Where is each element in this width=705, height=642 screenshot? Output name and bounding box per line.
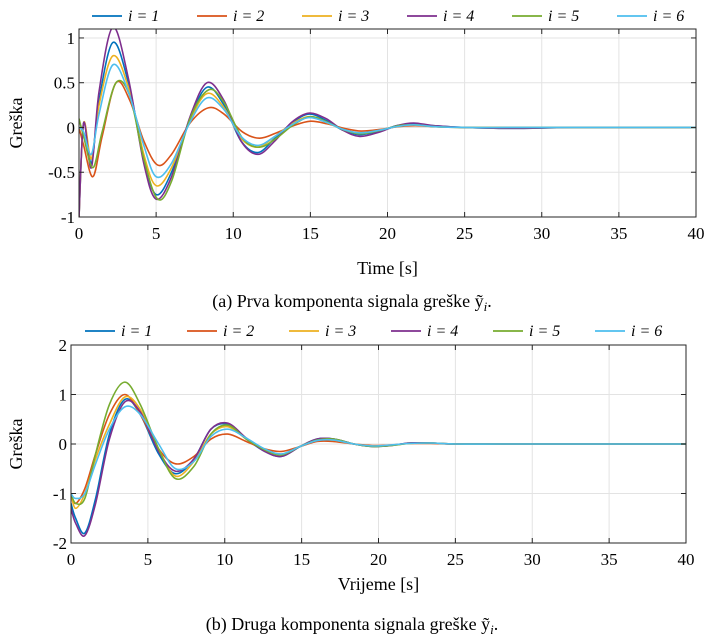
figure-caption: (a) Prva komponenta signala greške ỹi.: [212, 291, 492, 314]
series-line-6: [79, 63, 696, 179]
x-tick-label: 5: [144, 550, 153, 569]
y-tick-label: 0: [67, 118, 76, 137]
x-tick-label: 0: [67, 550, 76, 569]
y-tick-label: -1: [53, 485, 67, 504]
legend-label-5: i = 5: [529, 323, 560, 340]
legend-label-1: i = 1: [121, 323, 152, 340]
x-tick-label: 40: [678, 550, 695, 569]
x-tick-label: 10: [225, 224, 242, 243]
legend-label-3: i = 3: [325, 323, 356, 340]
legend-label-1: i = 1: [128, 8, 159, 25]
caption-subscript: i: [490, 622, 494, 637]
caption-period: .: [487, 291, 492, 311]
legend-label-4: i = 4: [427, 323, 458, 340]
x-tick-label: 15: [302, 224, 319, 243]
x-tick-label: 35: [610, 224, 627, 243]
x-tick-label: 30: [524, 550, 541, 569]
legend: i = 1 i = 2 i = 3 i = 4 i = 5 i = 6: [85, 323, 662, 340]
legend-label-6: i = 6: [631, 323, 662, 340]
y-tick-label: 0.5: [54, 74, 75, 93]
y-tick-label: -0.5: [48, 163, 75, 182]
series-group: [71, 381, 686, 537]
y-tick-label: 0: [59, 435, 68, 454]
y-tick-label: -1: [61, 208, 75, 227]
x-tick-label: 5: [152, 224, 161, 243]
y-axis-label: Greška: [6, 98, 26, 149]
x-tick-label: 20: [370, 550, 387, 569]
caption-period: .: [494, 614, 499, 634]
legend: i = 1 i = 2 i = 3 i = 4 i = 5 i = 6: [92, 8, 684, 25]
legend-label-2: i = 2: [223, 323, 254, 340]
x-tick-label: 25: [447, 550, 464, 569]
y-tick-label: 2: [59, 336, 68, 355]
x-tick-label: 35: [601, 550, 618, 569]
x-tick-label: 40: [688, 224, 705, 243]
legend-label-2: i = 2: [233, 8, 264, 25]
x-tick-label: 25: [456, 224, 473, 243]
series-group: [79, 29, 696, 217]
legend-label-3: i = 3: [338, 8, 369, 25]
x-axis-label: Vrijeme [s]: [338, 574, 419, 594]
x-tick-label: 30: [533, 224, 550, 243]
y-axis-label: Greška: [6, 419, 26, 470]
x-tick-label: 0: [75, 224, 84, 243]
caption-subscript: i: [484, 299, 488, 314]
legend-label-6: i = 6: [653, 8, 684, 25]
x-axis-label: Time [s]: [357, 258, 418, 278]
x-tick-label: 20: [379, 224, 396, 243]
legend-label-5: i = 5: [548, 8, 579, 25]
series-line-6: [71, 405, 686, 500]
y-tick-label: 1: [59, 386, 68, 405]
y-tick-label: -2: [53, 534, 67, 553]
x-tick-label: 15: [293, 550, 310, 569]
chart-1: 0 5 10 15 20 25 30 35 40 -1 -0.5 0 0.5 1 Time [s] Grešk…: [6, 8, 705, 314]
figure-caption: (b) Druga komponenta signala greške ỹi.: [206, 614, 499, 637]
x-tick-label: 10: [216, 550, 233, 569]
legend-label-4: i = 4: [443, 8, 474, 25]
y-tick-label: 1: [67, 29, 76, 48]
chart-2: 0 5 10 15 20 25 30 35 40 -2 -1 0 1 2 Vrijeme [s] Greška…: [6, 323, 695, 637]
